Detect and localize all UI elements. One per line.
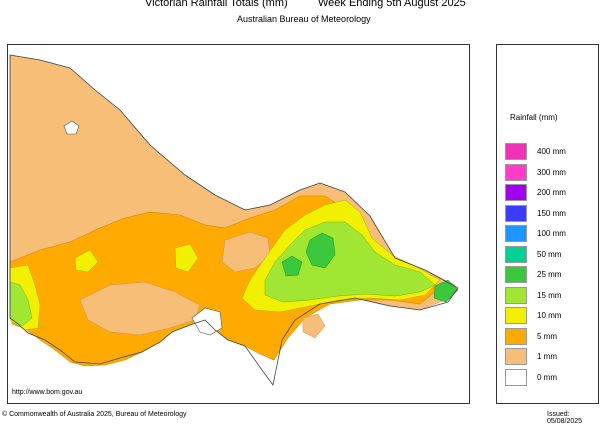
region-10mm-north-blob — [174, 243, 199, 273]
legend-item: 300 mm — [505, 163, 595, 181]
legend-swatch — [505, 225, 527, 242]
legend-item: 1 mm — [505, 348, 595, 365]
legend-item: 10 mm — [505, 307, 595, 324]
legend-item: 0 mm — [505, 368, 595, 386]
legend-swatch — [505, 348, 527, 365]
legend-label: 400 mm — [537, 147, 566, 156]
legend-item: 15 mm — [505, 286, 595, 304]
legend-item: 150 mm — [505, 204, 595, 222]
legend-swatch — [505, 184, 527, 201]
legend-title: Rainfall (mm) — [510, 113, 558, 122]
map-subtitle: Australian Bureau of Meteorology — [237, 14, 371, 24]
legend-item: 25 mm — [505, 266, 595, 283]
region-1mm-south — [302, 313, 326, 339]
legend-label: 100 mm — [537, 229, 566, 238]
legend-item: 5 mm — [505, 327, 595, 345]
legend-swatch — [505, 163, 527, 181]
bom-url[interactable]: http://www.bom.gov.au — [12, 389, 83, 396]
legend-swatch — [505, 266, 527, 283]
map-header: Victorian Rainfall Totals (mm) Week Endi… — [0, 0, 604, 12]
region-10mm-west-blob — [74, 249, 99, 273]
region-25mm-alpine — [305, 232, 336, 269]
legend-label: 200 mm — [537, 188, 566, 197]
issued-date: Issued: 05/08/2025 — [547, 411, 583, 425]
legend-label: 25 mm — [537, 270, 562, 279]
legend-item: 100 mm — [505, 225, 595, 242]
legend-item: 50 mm — [505, 245, 595, 263]
victoria-outline — [9, 54, 459, 386]
legend-swatch — [505, 245, 527, 263]
legend-swatch — [505, 204, 527, 222]
legend-label: 0 mm — [537, 372, 557, 382]
legend-swatch — [505, 143, 527, 160]
lake-north — [63, 120, 80, 135]
legend-swatch — [505, 286, 527, 304]
period-title: Week Ending 5th August 2025 — [318, 0, 466, 9]
legend-label: 1 mm — [537, 352, 557, 361]
legend-item: 200 mm — [505, 184, 595, 201]
legend-label: 300 mm — [537, 167, 566, 177]
legend-label: 15 mm — [537, 290, 562, 300]
region-15mm-east — [264, 221, 436, 303]
legend-swatch — [505, 368, 527, 386]
legend-item: 400 mm — [505, 143, 595, 160]
legend-label: 5 mm — [537, 331, 557, 341]
legend-swatch — [505, 327, 527, 345]
map-title: Victorian Rainfall Totals (mm) — [145, 0, 288, 9]
region-25mm-small — [281, 255, 303, 277]
copyright-notice: © Commonwealth of Australia 2025, Bureau… — [2, 411, 187, 418]
legend-swatch — [505, 307, 527, 324]
legend-label: 150 mm — [537, 208, 566, 218]
legend-label: 10 mm — [537, 311, 562, 320]
legend-label: 50 mm — [537, 249, 562, 259]
